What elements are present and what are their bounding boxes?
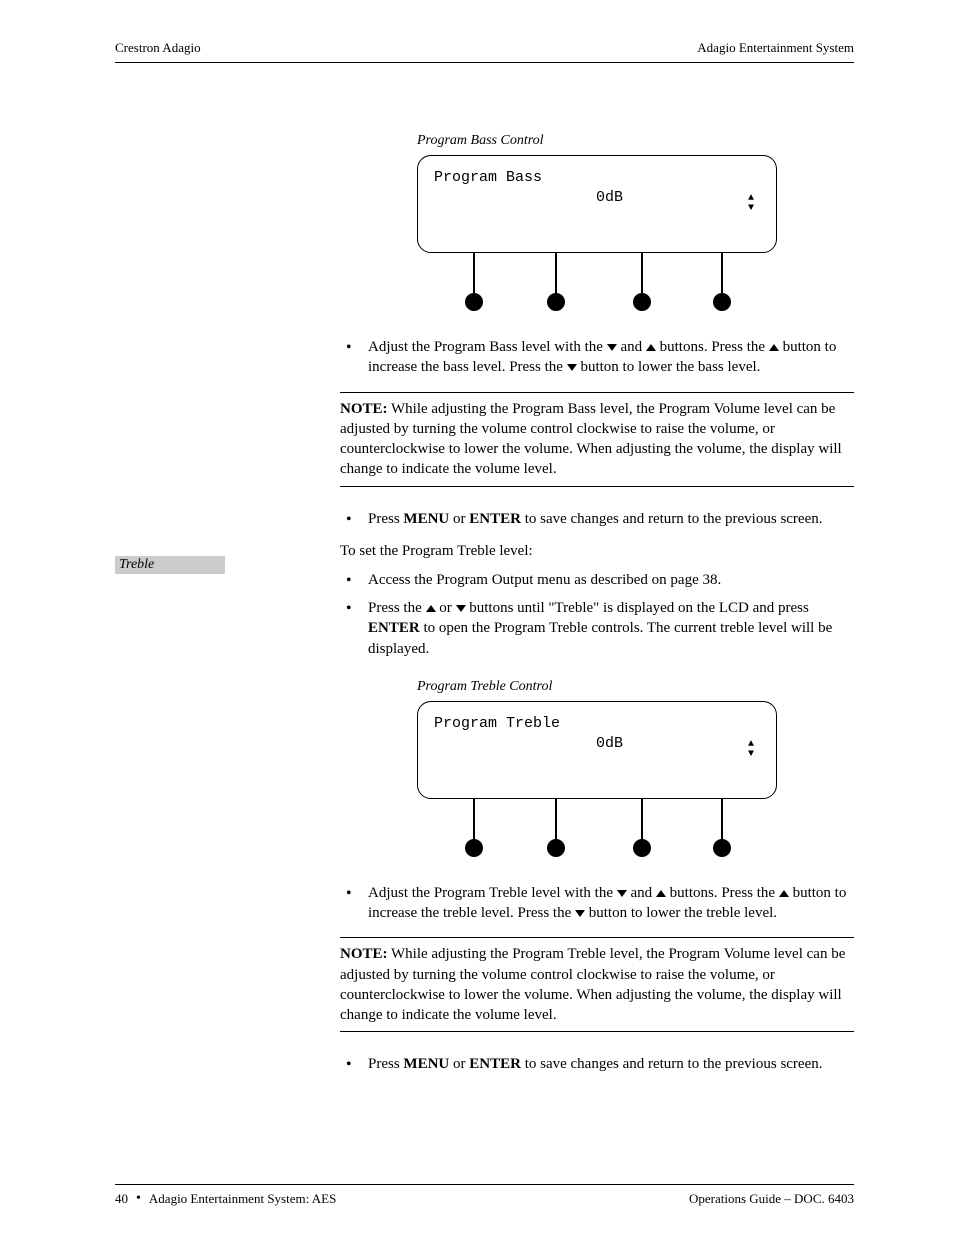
treble-press-list: Press MENU or ENTER to save changes and … bbox=[340, 1054, 854, 1074]
lcd-soft-button bbox=[547, 253, 565, 311]
bullet-icon: • bbox=[136, 1191, 141, 1207]
lcd-button-row bbox=[417, 799, 777, 859]
up-triangle-icon bbox=[426, 605, 436, 612]
down-triangle-icon bbox=[617, 890, 627, 897]
note-label: NOTE: bbox=[340, 401, 388, 417]
lcd-soft-button bbox=[547, 799, 565, 857]
arrow-down-icon: ▼ bbox=[748, 204, 754, 214]
up-triangle-icon bbox=[779, 890, 789, 897]
list-item: Press MENU or ENTER to save changes and … bbox=[340, 509, 854, 529]
down-triangle-icon bbox=[575, 910, 585, 917]
note-bass: NOTE: While adjusting the Program Bass l… bbox=[340, 392, 854, 487]
lcd-soft-button bbox=[713, 799, 731, 857]
down-triangle-icon bbox=[607, 344, 617, 351]
figure-program-bass: Program Bass Control Program Bass 0dB ▲ … bbox=[417, 133, 777, 313]
footer-title: Adagio Entertainment System: AES bbox=[149, 1191, 336, 1207]
note-label: NOTE: bbox=[340, 946, 388, 962]
lcd-soft-button bbox=[713, 253, 731, 311]
list-item: Access the Program Output menu as descri… bbox=[340, 570, 854, 590]
lcd-soft-button bbox=[465, 253, 483, 311]
header-rule bbox=[115, 62, 854, 63]
list-item: Adjust the Program Bass level with the a… bbox=[340, 337, 854, 378]
lcd-soft-button bbox=[633, 799, 651, 857]
lcd-line-1: Program Bass bbox=[434, 168, 760, 188]
sidebar-label-treble: Treble bbox=[115, 556, 225, 574]
header-right: Adagio Entertainment System bbox=[697, 40, 854, 56]
up-triangle-icon bbox=[656, 890, 666, 897]
down-triangle-icon bbox=[567, 364, 577, 371]
lcd-scroll-arrows: ▲ ▼ bbox=[748, 740, 754, 760]
up-triangle-icon bbox=[769, 344, 779, 351]
up-triangle-icon bbox=[646, 344, 656, 351]
treble-adjust-list: Adjust the Program Treble level with the… bbox=[340, 883, 854, 924]
note-text: While adjusting the Program Treble level… bbox=[340, 946, 845, 1023]
bass-bullet-list: Adjust the Program Bass level with the a… bbox=[340, 337, 854, 378]
lcd-soft-button bbox=[633, 253, 651, 311]
page-footer: 40 • Adagio Entertainment System: AES Op… bbox=[115, 1184, 854, 1207]
lcd-line-2: 0dB bbox=[434, 188, 760, 208]
figure-caption: Program Treble Control bbox=[417, 679, 777, 695]
header-left: Crestron Adagio bbox=[115, 40, 201, 56]
figure-caption: Program Bass Control bbox=[417, 133, 777, 149]
lcd-scroll-arrows: ▲ ▼ bbox=[748, 194, 754, 214]
lcd-screen: Program Treble 0dB ▲ ▼ bbox=[417, 701, 777, 799]
figure-program-treble: Program Treble Control Program Treble 0d… bbox=[417, 679, 777, 859]
footer-doc: Operations Guide – DOC. 6403 bbox=[689, 1191, 854, 1207]
list-item: Press the or buttons until "Treble" is d… bbox=[340, 598, 854, 659]
footer-page: 40 bbox=[115, 1191, 128, 1207]
note-text: While adjusting the Program Bass level, … bbox=[340, 401, 842, 478]
lcd-button-row bbox=[417, 253, 777, 313]
lcd-line-1: Program Treble bbox=[434, 714, 760, 734]
lcd-line-2: 0dB bbox=[434, 734, 760, 754]
list-item: Press MENU or ENTER to save changes and … bbox=[340, 1054, 854, 1074]
treble-intro: To set the Program Treble level: bbox=[340, 543, 854, 560]
lcd-soft-button bbox=[465, 799, 483, 857]
arrow-down-icon: ▼ bbox=[748, 750, 754, 760]
lcd-screen: Program Bass 0dB ▲ ▼ bbox=[417, 155, 777, 253]
treble-steps-list: Access the Program Output menu as descri… bbox=[340, 570, 854, 659]
note-treble: NOTE: While adjusting the Program Treble… bbox=[340, 937, 854, 1032]
list-item: Adjust the Program Treble level with the… bbox=[340, 883, 854, 924]
bass-press-list: Press MENU or ENTER to save changes and … bbox=[340, 509, 854, 529]
down-triangle-icon bbox=[456, 605, 466, 612]
